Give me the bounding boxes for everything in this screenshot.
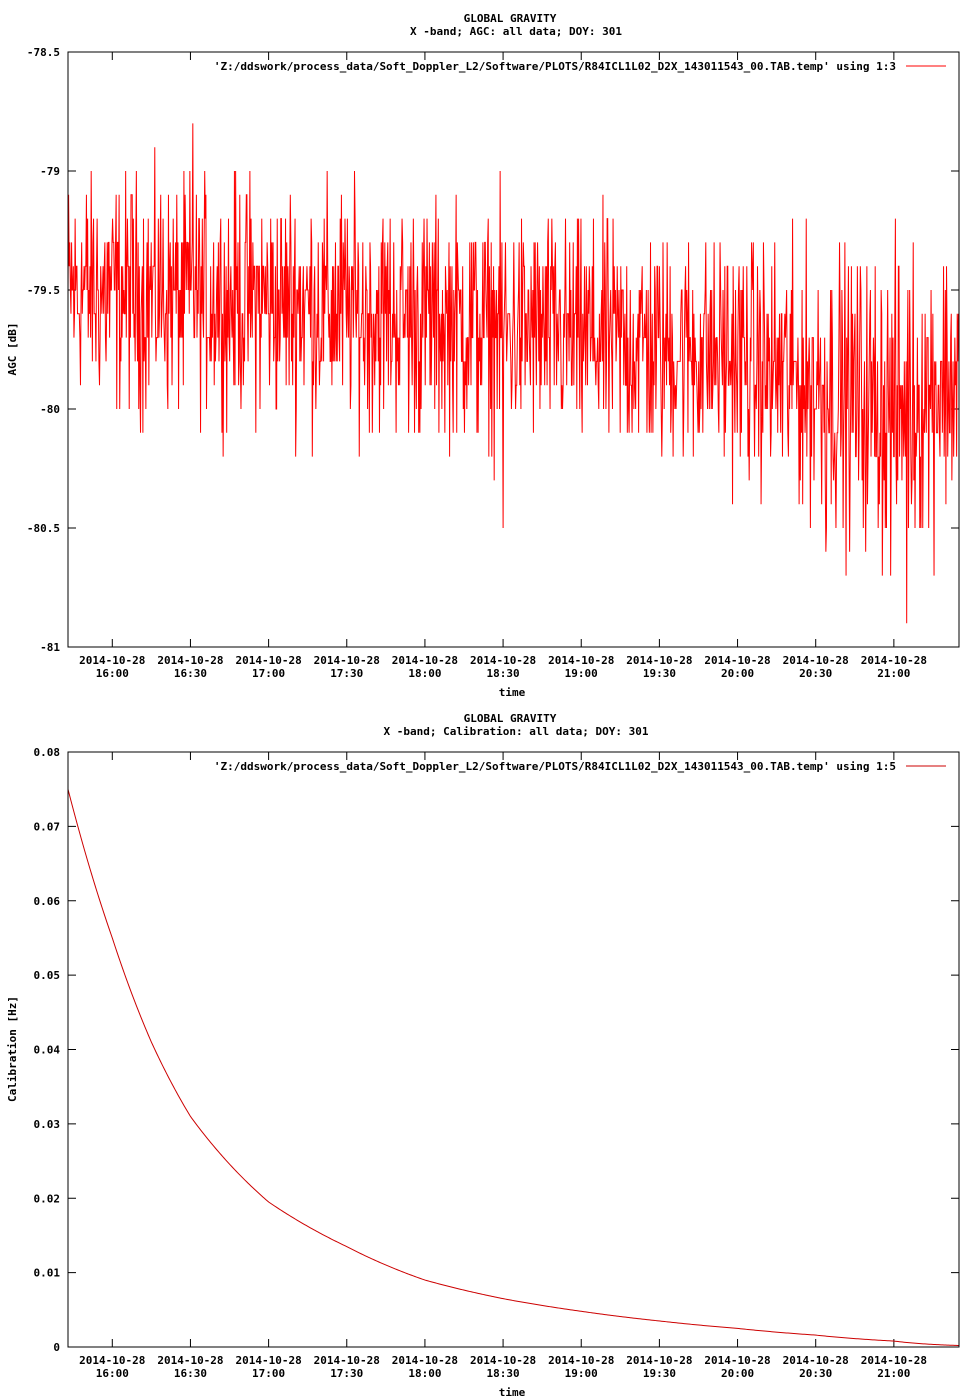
y-tick-label: -80 [40, 403, 60, 416]
y-tick-label: -79 [40, 165, 60, 178]
x-tick-date-label: 2014-10-28 [470, 1354, 536, 1367]
x-tick-time-label: 18:00 [408, 667, 441, 680]
x-tick-time-label: 18:30 [487, 667, 520, 680]
x-tick-time-label: 17:30 [330, 667, 363, 680]
calibration-chart: GLOBAL GRAVITY X -band; Calibration: all… [6, 712, 960, 1399]
x-tick-time-label: 17:00 [252, 1367, 285, 1380]
x-tick-time-label: 19:00 [565, 1367, 598, 1380]
agc-y-axis-label: AGC [dB] [6, 323, 19, 376]
agc-series-line [67, 123, 960, 624]
x-tick-date-label: 2014-10-28 [79, 1354, 145, 1367]
calibration-axes: 0 0.01 0.02 0.03 0.04 0.05 0.06 0.07 0.08 2014-10… [34, 746, 959, 1380]
x-tick-time-label: 16:00 [96, 1367, 129, 1380]
agc-chart: GLOBAL GRAVITY X -band; AGC: all data; D… [6, 12, 960, 699]
y-tick-label: 0.04 [34, 1044, 61, 1057]
x-tick-date-label: 2014-10-28 [392, 654, 458, 667]
y-tick-label: -81 [40, 641, 60, 654]
agc-axes: -81-80.5-80-79.5-79-78.52014-10-2816:002… [27, 46, 959, 680]
calibration-legend-label: 'Z:/ddswork/process_data/Soft_Doppler_L2… [214, 760, 896, 773]
y-tick-label: -79.5 [27, 284, 60, 297]
calibration-y-axis-label: Calibration [Hz] [6, 996, 19, 1102]
agc-chart-title: GLOBAL GRAVITY [464, 12, 557, 25]
x-tick-date-label: 2014-10-28 [861, 1354, 927, 1367]
x-tick-time-label: 16:30 [174, 1367, 207, 1380]
x-tick-time-label: 16:00 [96, 667, 129, 680]
x-tick-time-label: 20:00 [721, 1367, 754, 1380]
x-tick-date-label: 2014-10-28 [626, 654, 692, 667]
x-tick-date-label: 2014-10-28 [314, 654, 380, 667]
agc-plot-frame [67, 51, 960, 648]
x-tick-date-label: 2014-10-28 [783, 1354, 849, 1367]
x-tick-time-label: 20:00 [721, 667, 754, 680]
x-tick-date-label: 2014-10-28 [470, 654, 536, 667]
agc-chart-subtitle: X -band; AGC: all data; DOY: 301 [410, 25, 622, 38]
y-tick-label: 0.03 [34, 1118, 61, 1131]
calibration-chart-title: GLOBAL GRAVITY [464, 712, 557, 725]
x-tick-time-label: 19:00 [565, 667, 598, 680]
y-tick-label: 0.02 [34, 1192, 61, 1205]
x-tick-date-label: 2014-10-28 [157, 654, 223, 667]
x-tick-date-label: 2014-10-28 [392, 1354, 458, 1367]
x-tick-time-label: 21:00 [877, 1367, 910, 1380]
calibration-series-line [67, 789, 960, 1347]
calibration-x-axis-label: time [499, 1386, 526, 1399]
y-tick-label: 0.07 [34, 820, 61, 833]
x-tick-date-label: 2014-10-28 [861, 654, 927, 667]
y-tick-label: 0.01 [34, 1267, 61, 1280]
x-tick-date-label: 2014-10-28 [548, 654, 614, 667]
x-tick-date-label: 2014-10-28 [704, 1354, 770, 1367]
calibration-plot-frame [67, 751, 960, 1348]
y-tick-label: 0.08 [34, 746, 61, 759]
y-tick-label: 0.06 [34, 895, 61, 908]
x-tick-date-label: 2014-10-28 [548, 1354, 614, 1367]
x-tick-time-label: 16:30 [174, 667, 207, 680]
x-tick-time-label: 19:30 [643, 667, 676, 680]
x-tick-time-label: 21:00 [877, 667, 910, 680]
x-tick-date-label: 2014-10-28 [235, 654, 301, 667]
agc-legend-label: 'Z:/ddswork/process_data/Soft_Doppler_L2… [214, 60, 896, 73]
y-tick-label: -80.5 [27, 522, 60, 535]
x-tick-date-label: 2014-10-28 [235, 1354, 301, 1367]
y-tick-label: 0 [53, 1341, 60, 1354]
agc-x-axis-label: time [499, 686, 526, 699]
x-tick-date-label: 2014-10-28 [783, 654, 849, 667]
calibration-chart-subtitle: X -band; Calibration: all data; DOY: 301 [384, 725, 649, 738]
x-tick-time-label: 20:30 [799, 667, 832, 680]
y-tick-label: -78.5 [27, 46, 60, 59]
x-tick-date-label: 2014-10-28 [157, 1354, 223, 1367]
x-tick-date-label: 2014-10-28 [79, 654, 145, 667]
x-tick-time-label: 17:30 [330, 1367, 363, 1380]
calibration-series [67, 789, 960, 1347]
x-tick-date-label: 2014-10-28 [314, 1354, 380, 1367]
x-tick-time-label: 17:00 [252, 667, 285, 680]
x-tick-time-label: 18:00 [408, 1367, 441, 1380]
y-tick-label: 0.05 [34, 969, 61, 982]
x-tick-time-label: 18:30 [487, 1367, 520, 1380]
x-tick-time-label: 20:30 [799, 1367, 832, 1380]
x-tick-date-label: 2014-10-28 [626, 1354, 692, 1367]
x-tick-date-label: 2014-10-28 [704, 654, 770, 667]
x-tick-time-label: 19:30 [643, 1367, 676, 1380]
agc-series [67, 123, 960, 624]
